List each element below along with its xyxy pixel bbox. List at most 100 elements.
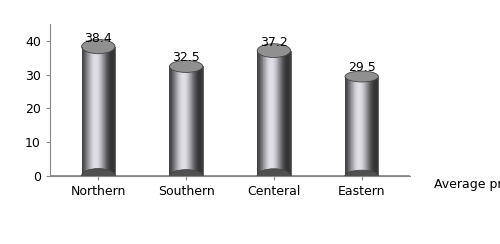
Bar: [370, 77, 371, 176]
Bar: [347, 77, 348, 176]
Bar: [377, 77, 378, 176]
Bar: [98, 47, 99, 176]
Bar: [358, 77, 359, 176]
Bar: [258, 51, 259, 176]
Bar: [173, 66, 174, 176]
Bar: [356, 77, 357, 176]
Text: 38.4: 38.4: [84, 31, 112, 45]
Bar: [280, 51, 281, 176]
Bar: [82, 47, 83, 176]
Bar: [289, 51, 290, 176]
Text: 37.2: 37.2: [260, 36, 288, 49]
Bar: [274, 51, 275, 176]
Bar: [277, 51, 278, 176]
Bar: [278, 51, 279, 176]
Bar: [110, 47, 111, 176]
Bar: [111, 47, 112, 176]
Bar: [197, 66, 198, 176]
Bar: [198, 66, 199, 176]
Bar: [107, 47, 108, 176]
Bar: [98, 47, 99, 176]
Bar: [284, 51, 285, 176]
Bar: [360, 77, 361, 176]
Bar: [108, 47, 109, 176]
Bar: [362, 77, 363, 176]
Bar: [264, 51, 265, 176]
Ellipse shape: [257, 44, 290, 58]
Bar: [185, 66, 186, 176]
Bar: [277, 51, 278, 176]
Bar: [271, 51, 272, 176]
Bar: [361, 77, 362, 176]
Bar: [272, 51, 273, 176]
Bar: [174, 66, 175, 176]
Bar: [184, 66, 185, 176]
Bar: [359, 77, 360, 176]
Bar: [354, 77, 355, 176]
Bar: [369, 77, 370, 176]
Bar: [91, 47, 92, 176]
Bar: [267, 51, 268, 176]
Bar: [93, 47, 94, 176]
Bar: [172, 66, 173, 176]
Bar: [257, 51, 258, 176]
Ellipse shape: [170, 61, 203, 72]
Bar: [99, 47, 100, 176]
Bar: [171, 66, 172, 176]
Bar: [364, 77, 365, 176]
Ellipse shape: [170, 170, 203, 182]
Text: 32.5: 32.5: [172, 51, 200, 64]
Bar: [101, 47, 102, 176]
Bar: [94, 47, 95, 176]
Bar: [279, 51, 280, 176]
Ellipse shape: [82, 40, 115, 54]
Bar: [276, 51, 277, 176]
Bar: [176, 66, 177, 176]
Bar: [351, 77, 352, 176]
Bar: [376, 77, 377, 176]
Bar: [104, 47, 105, 176]
Bar: [190, 66, 191, 176]
Bar: [192, 66, 193, 176]
Bar: [288, 51, 289, 176]
Bar: [100, 47, 101, 176]
Bar: [95, 47, 96, 176]
Bar: [83, 47, 84, 176]
Bar: [112, 47, 113, 176]
Bar: [262, 51, 263, 176]
Bar: [359, 77, 360, 176]
Bar: [349, 77, 350, 176]
Bar: [102, 47, 103, 176]
Bar: [270, 51, 271, 176]
Polygon shape: [50, 176, 432, 184]
Bar: [348, 77, 349, 176]
Bar: [371, 77, 372, 176]
Ellipse shape: [82, 169, 115, 183]
Bar: [87, 47, 88, 176]
Bar: [346, 77, 347, 176]
Bar: [268, 51, 269, 176]
Bar: [267, 51, 268, 176]
Bar: [194, 66, 195, 176]
Bar: [106, 47, 107, 176]
Bar: [363, 77, 364, 176]
Bar: [188, 66, 189, 176]
Bar: [196, 66, 197, 176]
Bar: [187, 66, 188, 176]
Bar: [286, 51, 287, 176]
Ellipse shape: [345, 71, 378, 82]
Bar: [357, 77, 358, 176]
Bar: [373, 77, 374, 176]
Bar: [283, 51, 284, 176]
Bar: [111, 47, 112, 176]
Bar: [91, 47, 92, 176]
Bar: [97, 47, 98, 176]
Bar: [265, 51, 266, 176]
Bar: [88, 47, 89, 176]
Bar: [86, 47, 87, 176]
Bar: [170, 66, 171, 176]
Bar: [108, 47, 109, 176]
Bar: [170, 66, 171, 176]
Bar: [365, 77, 366, 176]
Bar: [113, 47, 114, 176]
